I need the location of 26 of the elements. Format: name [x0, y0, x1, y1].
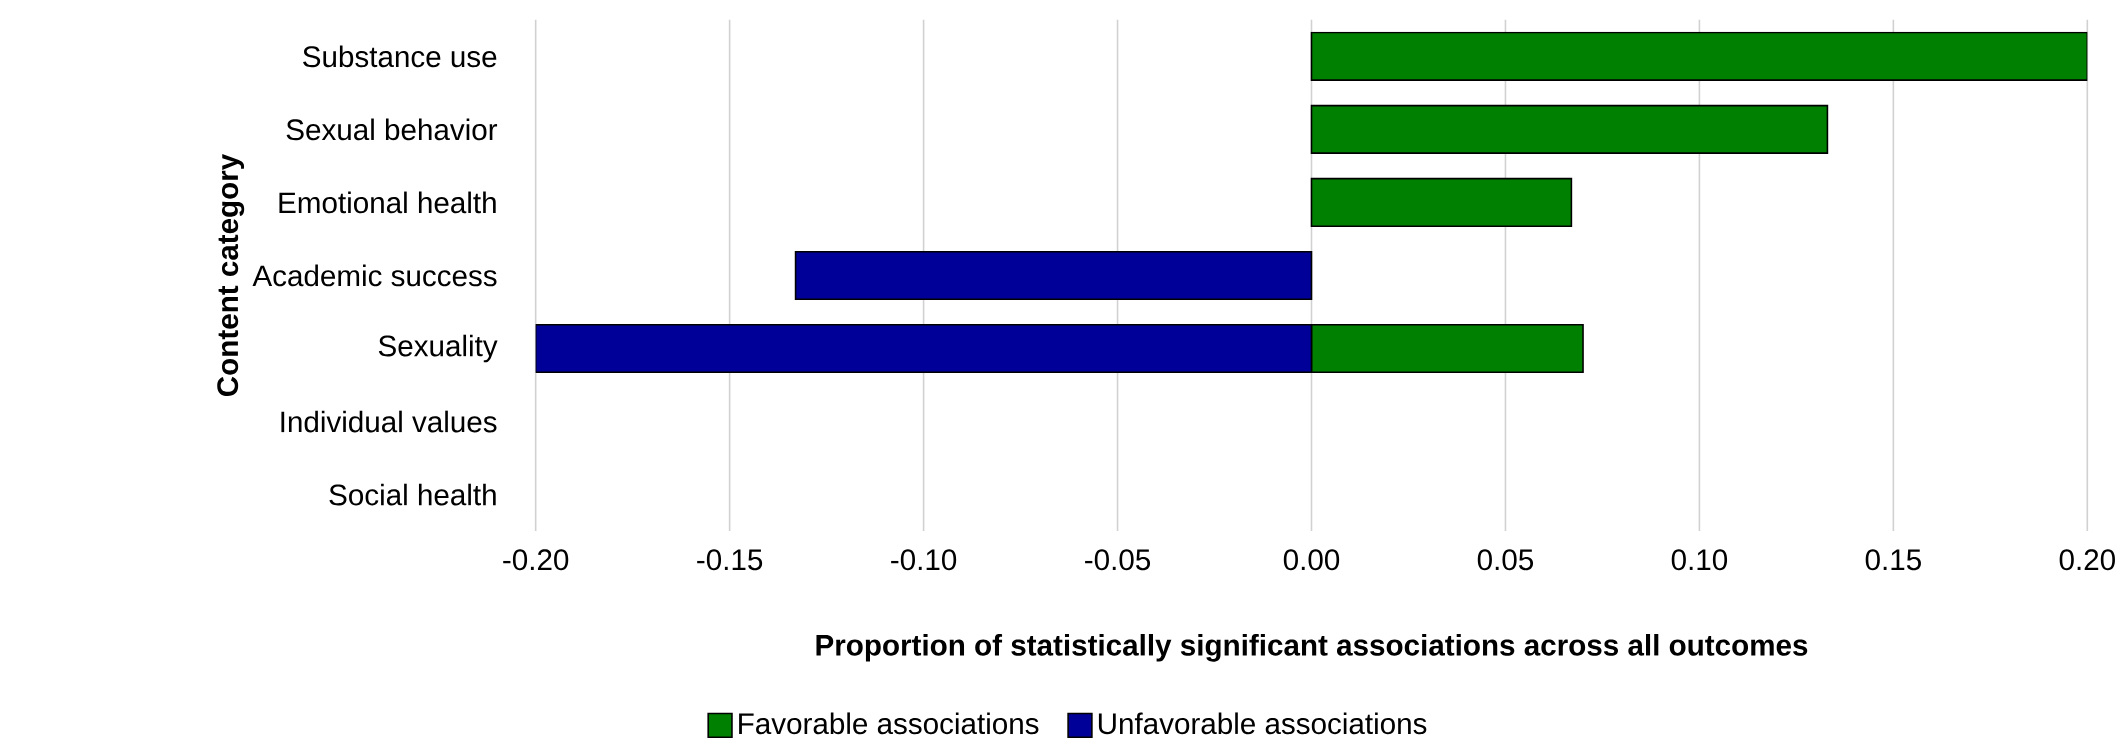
- legend-label: Favorable associations: [739, 712, 1039, 735]
- y-tick-label: Sexual behavior: [286, 118, 498, 141]
- y-tick-label: Sexuality: [378, 334, 498, 363]
- bar: [794, 250, 1313, 300]
- x-tick-label: 0.20: [2059, 549, 2115, 571]
- y-tick-label: Individual values: [281, 410, 497, 433]
- x-tick-label: 0.10: [1671, 549, 1728, 571]
- bar: [1310, 177, 1573, 227]
- y-tick-label: Social health: [329, 483, 496, 506]
- x-tick-label: -0.15: [697, 549, 763, 571]
- bar: [1310, 104, 1829, 154]
- y-axis-title: Content category: [217, 153, 245, 396]
- bar: [1310, 31, 2088, 81]
- x-tick-label: -0.05: [1085, 549, 1151, 571]
- x-tick-label: 0.00: [1283, 549, 1340, 571]
- bar: [535, 323, 1313, 373]
- y-tick-label: Academic success: [252, 264, 497, 287]
- y-tick-label: Substance use: [303, 45, 497, 68]
- x-axis-title: Proportion of statistically significant associations across all outcomes: [816, 633, 1808, 662]
- x-tick-label: -0.10: [891, 549, 957, 571]
- bar: [1310, 323, 1584, 373]
- x-tick-label: -0.20: [503, 549, 569, 571]
- legend-label: Unfavorable associations: [1098, 712, 1427, 735]
- x-tick-label: 0.05: [1477, 549, 1534, 571]
- x-tick-label: 0.15: [1865, 549, 1921, 571]
- y-tick-label: Emotional health: [279, 191, 496, 214]
